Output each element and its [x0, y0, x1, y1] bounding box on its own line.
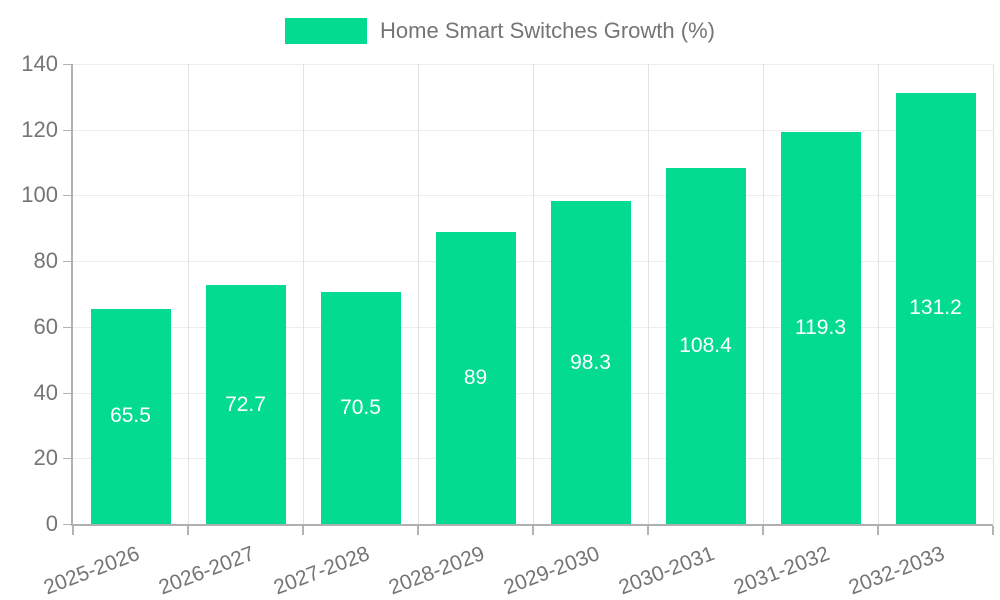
legend-swatch — [285, 18, 368, 44]
bar-value-label: 119.3 — [795, 316, 846, 339]
plot-area: 0 20 40 60 80 100 120 140 65.5 72.7 70.5 89 98.3 108.… — [21, 51, 994, 599]
x-axis-tick — [417, 526, 419, 535]
bar: 108.4 — [665, 167, 746, 524]
bar-value-label: 72.7 — [225, 392, 266, 416]
y-axis-tick — [63, 64, 71, 65]
x-axis-tick — [187, 526, 189, 535]
chart-legend: Home Smart Switches Growth (%) — [0, 17, 1000, 45]
x-tick-label: 2025-2026 — [40, 542, 143, 600]
grid-v-line — [762, 64, 764, 524]
x-axis-tick — [532, 526, 534, 535]
x-tick-label: 2027-2028 — [270, 542, 373, 600]
y-axis-tick — [63, 261, 71, 263]
bar-value-label: 98.3 — [570, 350, 611, 374]
bar: 98.3 — [550, 201, 631, 524]
bar-value-label: 131.2 — [909, 296, 962, 320]
x-tick-label: 2030-2031 — [615, 542, 718, 600]
x-axis-tick — [877, 526, 879, 535]
y-tick-label: 40 — [33, 379, 58, 405]
y-tick-label: 20 — [33, 445, 58, 471]
y-axis-tick — [63, 129, 71, 131]
legend-label: Home Smart Switches Growth (%) — [380, 18, 715, 43]
y-axis-tick — [63, 458, 71, 460]
bar-value-label: 65.5 — [110, 404, 151, 428]
bar-value-label: 70.5 — [340, 396, 381, 420]
bar-value-label: 108.4 — [679, 333, 732, 357]
x-tick-label: 2031-2032 — [730, 542, 833, 600]
grid-v-line — [992, 64, 994, 524]
y-tick-label: 120 — [21, 116, 58, 142]
x-axis-tick — [302, 526, 304, 535]
y-tick-label: 80 — [33, 248, 58, 274]
x-tick-label: 2029-2030 — [500, 542, 603, 600]
y-tick-label: 60 — [33, 313, 58, 339]
y-tick-label: 0 — [45, 511, 58, 536]
x-axis-tick — [647, 526, 649, 535]
bar: 72.7 — [205, 285, 286, 524]
y-axis-tick — [63, 524, 71, 525]
x-tick-label: 2032-2033 — [845, 542, 948, 600]
grid-v-line — [187, 64, 189, 524]
grid-v-line — [417, 64, 419, 524]
x-tick-label: 2028-2029 — [385, 542, 488, 600]
y-tick-label: 140 — [21, 51, 58, 76]
grid-v-line — [877, 64, 879, 524]
y-tick-label: 100 — [21, 182, 58, 208]
bar: 70.5 — [320, 292, 401, 524]
y-axis-tick — [63, 195, 71, 197]
grid-v-line — [302, 64, 304, 524]
bar: 131.2 — [895, 92, 976, 524]
grid-v-line — [532, 64, 534, 524]
x-tick-label: 2026-2027 — [155, 542, 258, 600]
y-axis-tick — [63, 326, 71, 328]
x-axis-tick — [72, 526, 74, 535]
bar: 89 — [435, 231, 516, 524]
grid-v-line — [647, 64, 649, 524]
x-axis-tick — [762, 526, 764, 535]
x-axis-tick — [992, 526, 994, 535]
bar: 119.3 — [780, 132, 861, 524]
y-axis-tick — [63, 392, 71, 394]
bar-value-label: 89 — [463, 365, 488, 389]
bar: 65.5 — [90, 308, 171, 524]
